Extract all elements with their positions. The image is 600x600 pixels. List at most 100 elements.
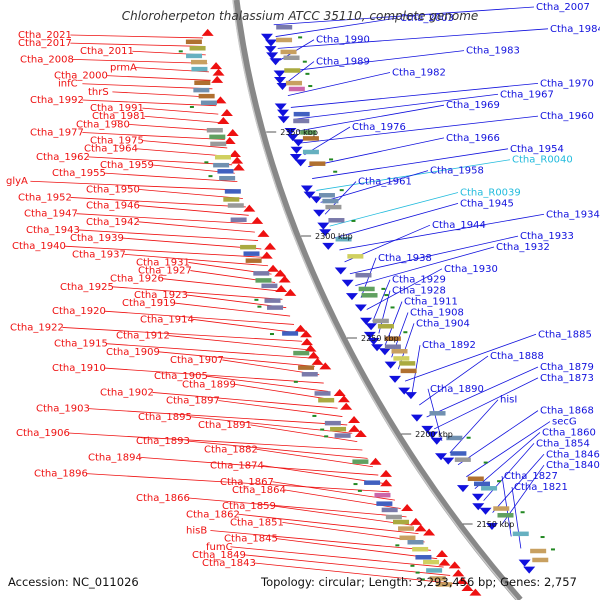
track-marker — [540, 536, 545, 539]
rna-label: Ctha_R0039 — [460, 187, 521, 198]
label-connector — [104, 367, 324, 384]
gene-label-forward: Ctha_1859 — [222, 501, 276, 512]
cog-feature-block — [255, 278, 272, 283]
label-connector — [449, 399, 499, 454]
forward-gene-arrow — [304, 344, 317, 352]
gene-label-forward: Ctha_1882 — [204, 444, 258, 455]
label-connector — [122, 237, 262, 250]
gene-label-forward: Ctha_1964 — [84, 144, 138, 155]
cog-feature-block — [393, 356, 410, 361]
cog-feature-block — [497, 513, 514, 518]
cog-feature-block — [282, 331, 299, 336]
gene-label-forward: Ctha_1907 — [170, 355, 224, 366]
cog-feature-block — [253, 271, 270, 276]
gene-label-forward: Ctha_1919 — [122, 298, 176, 309]
track-marker — [329, 158, 334, 161]
label-connector — [277, 28, 549, 49]
gene-label-forward: Ctha_1920 — [52, 306, 106, 317]
label-connector — [334, 202, 459, 239]
cog-feature-block — [358, 286, 375, 292]
label-connector — [483, 443, 535, 501]
cog-feature-block — [293, 111, 310, 117]
cog-feature-block — [493, 506, 510, 511]
forward-gene-arrow — [414, 524, 427, 532]
label-connector — [138, 205, 249, 216]
gene-label-reverse: Ctha_1989 — [316, 57, 370, 68]
forward-gene-arrow — [401, 504, 414, 512]
forward-gene-arrow — [319, 362, 332, 370]
cog-feature-block — [412, 546, 429, 552]
gene-label-forward: Ctha_1899 — [182, 379, 236, 390]
label-connector — [88, 408, 348, 426]
cog-feature-block — [276, 25, 293, 30]
cog-feature-block — [298, 365, 315, 370]
gene-label-reverse: hisI — [500, 395, 517, 406]
gene-label-forward: Ctha_2017 — [18, 38, 72, 49]
gene-label-reverse: Ctha_1967 — [500, 89, 554, 100]
forward-gene-arrow — [232, 163, 245, 171]
gene-label-reverse: Ctha_1990 — [316, 35, 370, 46]
forward-gene-arrow — [438, 558, 451, 566]
forward-gene-arrow — [423, 528, 436, 536]
label-connector — [349, 235, 519, 275]
track-marker — [293, 380, 298, 383]
label-connector — [72, 58, 208, 64]
reverse-gene-arrow — [485, 522, 498, 530]
reverse-gene-arrow — [341, 279, 354, 287]
cog-feature-block — [314, 391, 331, 396]
genome-summary-text: Topology: circular; Length: 3,293,456 bp… — [260, 575, 577, 589]
gene-label-reverse: Ctha_1934 — [546, 209, 600, 220]
label-connector — [30, 180, 241, 191]
reverse-gene-arrow — [277, 116, 290, 124]
scale-label: 2300 kbp — [315, 232, 353, 241]
gene-label-forward: Ctha_1874 — [210, 461, 264, 472]
cog-feature-block — [361, 293, 378, 298]
reverse-gene-arrow — [260, 33, 273, 41]
track-marker — [353, 483, 358, 486]
reverse-gene-arrow — [290, 146, 303, 154]
gene-label-reverse: Ctha_1911 — [404, 297, 458, 308]
reverse-gene-arrow — [389, 375, 402, 383]
forward-gene-arrow — [348, 416, 361, 424]
label-connector — [124, 253, 269, 267]
track-marker — [298, 36, 303, 39]
forward-gene-arrow — [435, 550, 448, 558]
label-connector — [158, 351, 315, 367]
label-connector — [70, 34, 203, 39]
cog-feature-block — [324, 420, 341, 426]
cog-feature-block — [293, 350, 310, 356]
track-marker — [483, 461, 488, 464]
gene-label-reverse: secG — [552, 417, 577, 428]
gene-label-forward: fumC — [206, 542, 233, 553]
label-connector — [192, 318, 299, 334]
label-connector — [64, 245, 265, 258]
label-connector — [262, 465, 384, 484]
track-marker — [254, 298, 259, 301]
label-connector — [339, 213, 545, 251]
reverse-gene-arrow — [286, 134, 299, 142]
track-marker — [257, 305, 262, 308]
label-connector — [230, 546, 444, 568]
track-marker — [357, 489, 362, 492]
reverse-gene-arrow — [274, 103, 287, 111]
rna-label: Ctha_R0040 — [512, 155, 573, 166]
track-marker — [351, 219, 356, 222]
gene-label-forward: thrS — [88, 87, 109, 98]
cog-feature-block — [454, 457, 471, 462]
reverse-gene-arrow — [378, 348, 391, 356]
gene-label-forward: Ctha_1849 — [192, 550, 246, 561]
track-marker — [390, 306, 395, 309]
gene-label-reverse: Ctha_1938 — [378, 253, 432, 264]
track-marker — [305, 72, 310, 75]
gene-label-forward: Ctha_1896 — [34, 469, 88, 480]
gene-label-forward: Ctha_2021 — [18, 30, 72, 41]
cog-feature-block — [400, 368, 417, 374]
gene-label-forward: Ctha_1915 — [54, 339, 108, 350]
label-connector — [238, 513, 419, 535]
gene-label-reverse: Ctha_1932 — [496, 242, 550, 253]
cog-feature-block — [230, 217, 247, 223]
reverse-gene-arrow — [292, 139, 305, 147]
track-marker — [381, 287, 386, 290]
forward-gene-arrow — [267, 264, 280, 272]
gene-label-reverse: Ctha_1983 — [466, 46, 520, 57]
